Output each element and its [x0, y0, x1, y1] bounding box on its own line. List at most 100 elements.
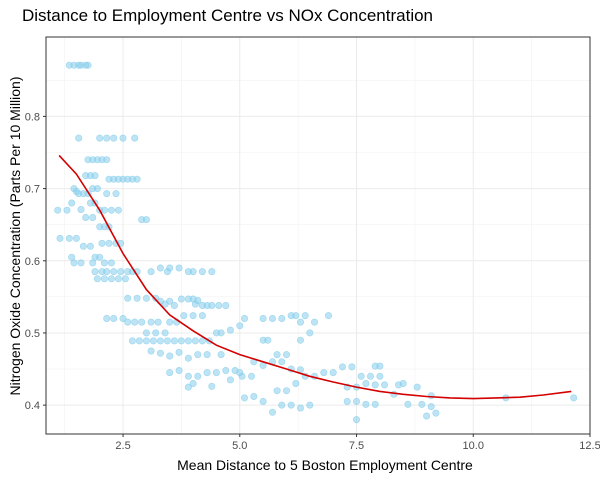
data-point	[86, 242, 94, 250]
data-point	[103, 190, 111, 198]
data-point	[121, 275, 129, 283]
data-point	[170, 301, 178, 309]
x-tick-label: 5.0	[232, 440, 247, 452]
data-point	[198, 312, 206, 320]
data-point	[423, 412, 431, 420]
data-point	[306, 401, 314, 409]
data-point	[163, 268, 171, 276]
data-point	[380, 381, 388, 389]
data-point	[107, 275, 115, 283]
data-point	[241, 314, 249, 322]
data-point	[215, 301, 223, 309]
y-tick-label: 0.6	[25, 256, 40, 268]
data-point	[63, 206, 71, 214]
data-point	[241, 394, 249, 402]
data-point	[189, 268, 197, 276]
data-point	[362, 379, 370, 387]
x-tick-label: 2.5	[115, 440, 130, 452]
data-point	[226, 326, 234, 334]
data-point	[427, 392, 435, 400]
data-point	[170, 337, 178, 345]
data-point	[226, 376, 234, 384]
data-point	[103, 134, 111, 142]
data-point	[189, 312, 197, 320]
data-point	[82, 214, 90, 222]
data-point	[133, 175, 141, 183]
y-tick-label: 0.5	[25, 328, 40, 340]
data-point	[142, 329, 150, 337]
data-point	[418, 400, 426, 408]
y-tick-label: 0.8	[25, 111, 40, 123]
data-point	[147, 347, 155, 355]
data-point	[184, 383, 192, 391]
data-point	[68, 199, 76, 207]
data-point	[142, 294, 150, 302]
data-point	[166, 318, 174, 326]
data-point	[138, 318, 146, 326]
data-point	[292, 312, 300, 320]
data-point	[156, 264, 164, 272]
data-point	[348, 363, 356, 371]
data-point	[296, 318, 304, 326]
data-point	[248, 372, 256, 380]
axes: 2.5 5.0 7.5 10.0 12.5 0.4 0.5 0.6 0.7 0.8	[25, 111, 600, 452]
data-point	[278, 358, 286, 366]
data-point	[75, 134, 83, 142]
data-point	[175, 366, 183, 374]
data-point	[96, 134, 104, 142]
data-point	[306, 329, 314, 337]
data-point	[329, 369, 337, 377]
data-point	[273, 351, 281, 359]
data-point	[93, 185, 101, 193]
panel-border	[45, 36, 591, 435]
data-point	[194, 296, 202, 304]
data-point	[222, 366, 230, 374]
data-point	[296, 336, 304, 344]
data-point	[89, 259, 97, 267]
data-point	[292, 379, 300, 387]
data-point	[91, 268, 99, 276]
data-point	[166, 352, 174, 360]
data-point	[180, 312, 188, 320]
data-point	[184, 372, 192, 380]
data-point	[352, 397, 360, 405]
data-point	[142, 337, 150, 345]
data-point	[343, 397, 351, 405]
data-point	[56, 234, 64, 242]
data-point	[208, 268, 216, 276]
data-point	[404, 400, 412, 408]
data-point	[184, 354, 192, 362]
data-point	[117, 268, 125, 276]
data-point	[89, 214, 97, 222]
data-point	[296, 404, 304, 412]
data-point	[250, 392, 258, 400]
data-point	[287, 401, 295, 409]
grid	[46, 37, 591, 434]
data-point	[119, 134, 127, 142]
data-point	[149, 337, 157, 345]
data-point	[371, 400, 379, 408]
data-point	[208, 301, 216, 309]
data-point	[112, 190, 120, 198]
data-point	[184, 337, 192, 345]
data-point	[103, 268, 111, 276]
data-point	[154, 318, 162, 326]
data-point	[198, 268, 206, 276]
data-point	[103, 156, 111, 164]
data-point	[100, 275, 108, 283]
data-point	[114, 275, 122, 283]
data-point	[175, 348, 183, 356]
data-point	[110, 134, 118, 142]
x-tick-label: 10.0	[463, 440, 484, 452]
data-point	[156, 337, 164, 345]
data-point	[131, 134, 139, 142]
data-point	[107, 259, 115, 267]
data-point	[119, 314, 127, 322]
data-point	[376, 372, 384, 380]
data-point	[103, 314, 111, 322]
data-point	[301, 312, 309, 320]
data-point	[110, 314, 118, 322]
data-point	[357, 372, 365, 380]
data-point	[166, 369, 174, 377]
data-point	[93, 275, 101, 283]
